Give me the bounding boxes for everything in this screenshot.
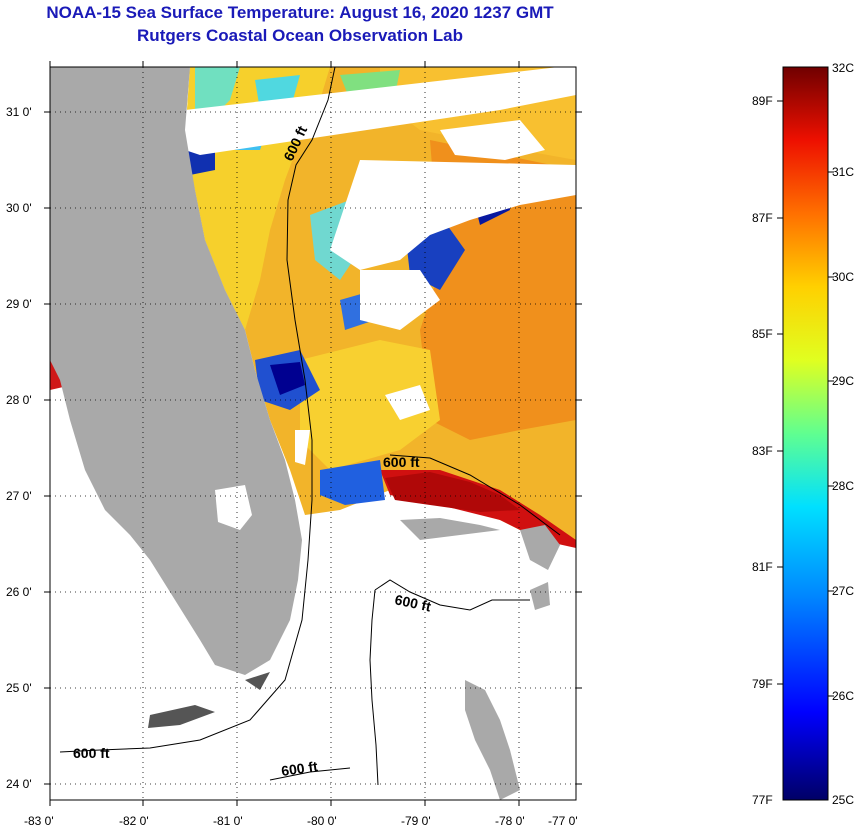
lon-tick-label: -81 0'	[213, 814, 243, 828]
isobath-label: 600 ft	[73, 745, 110, 761]
isobath-label: 600 ft	[383, 454, 420, 470]
map-layers	[50, 67, 576, 800]
lon-tick-label: -77 0'	[548, 814, 578, 828]
isobath-label: 600 ft	[393, 591, 432, 614]
lat-tick-label: 29 0'	[6, 297, 32, 311]
cloud-gaps	[185, 67, 576, 465]
lon-tick-label: -83 0'	[24, 814, 54, 828]
colorbar-fahrenheit-label: 83F	[752, 444, 773, 458]
colorbar-ticks	[777, 100, 834, 697]
colorbar-fahrenheit-label: 87F	[752, 211, 773, 225]
colorbar-fahrenheit-label: 89F	[752, 94, 773, 108]
lon-tick-label: -80 0'	[307, 814, 337, 828]
colorbar-celsius-label: 26C	[832, 689, 854, 703]
colorbar-fahrenheit-label: 77F	[752, 793, 773, 807]
lat-tick-label: 24 0'	[6, 777, 32, 791]
colorbar-fahrenheit-label: 81F	[752, 560, 773, 574]
colorbar-celsius-label: 28C	[832, 479, 854, 493]
lat-tick-label: 26 0'	[6, 585, 32, 599]
colorbar-fahrenheit-label: 79F	[752, 677, 773, 691]
lat-tick-label: 30 0'	[6, 201, 32, 215]
axis-ticks	[44, 61, 582, 806]
map-frame	[49, 66, 577, 801]
colorbar-fahrenheit-label: 85F	[752, 327, 773, 341]
colorbar-celsius-label: 27C	[832, 584, 854, 598]
graticule	[50, 67, 576, 800]
colorbar-celsius-label: 31C	[832, 165, 854, 179]
lon-tick-label: -82 0'	[119, 814, 149, 828]
map-title: NOAA-15 Sea Surface Temperature: August …	[46, 3, 554, 22]
lon-tick-label: -79 0'	[401, 814, 431, 828]
lat-tick-label: 25 0'	[6, 681, 32, 695]
lat-tick-label: 28 0'	[6, 393, 32, 407]
map-subtitle: Rutgers Coastal Ocean Observation Lab	[137, 26, 463, 45]
colorbar-celsius-label: 30C	[832, 270, 854, 284]
isobath-600ft-lines	[59, 67, 561, 786]
land	[50, 67, 560, 800]
lat-tick-label: 27 0'	[6, 489, 32, 503]
colorbar-celsius-label: 25C	[832, 793, 854, 807]
temperature-colorbar	[782, 66, 829, 801]
colorbar-celsius-label: 32C	[832, 61, 854, 75]
lon-tick-label: -78 0'	[495, 814, 525, 828]
isobath-label: 600 ft	[280, 758, 319, 779]
colorbar-celsius-label: 29C	[832, 374, 854, 388]
lat-tick-label: 31 0'	[6, 105, 32, 119]
